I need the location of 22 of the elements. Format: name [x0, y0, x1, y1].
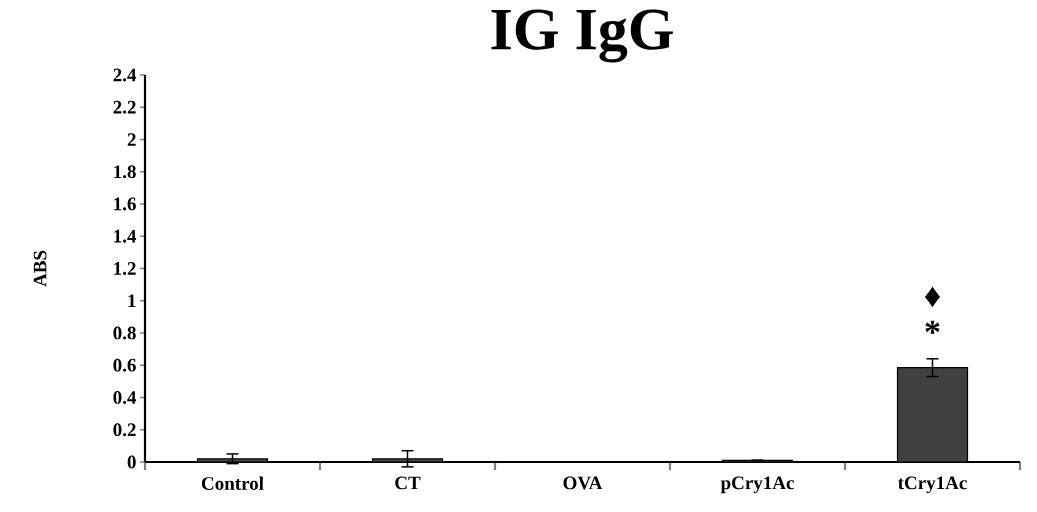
- x-tick-label: Control: [201, 476, 264, 490]
- annotation: *: [925, 320, 940, 334]
- y-tick-label: 1.2: [114, 262, 136, 275]
- x-tick-label: CT: [395, 476, 421, 490]
- y-tick-label: 1.8: [114, 165, 136, 179]
- x-tick-label: OVA: [563, 476, 603, 490]
- y-tick-label: 0.8: [113, 326, 136, 340]
- x-tick-label: pCry1Ac: [720, 476, 794, 494]
- chart-title: IG IgG: [491, 9, 673, 63]
- x-tick-label: tCry1Ac: [898, 476, 967, 494]
- y-tick-label: 1.4: [114, 229, 137, 243]
- y-tick-label: 2: [127, 133, 136, 146]
- y-tick-label: 0: [127, 455, 136, 469]
- annotation: ♦: [924, 286, 941, 308]
- y-tick-label: 0.2: [113, 423, 136, 437]
- y-tick-label: 2.4: [113, 68, 137, 82]
- y-tick-label: 1.6: [114, 197, 136, 211]
- y-tick-label: 0.6: [113, 358, 136, 372]
- y-axis-title: ABS: [33, 250, 47, 287]
- y-tick-label: 0.4: [113, 391, 137, 404]
- y-tick-label: 1: [128, 294, 136, 308]
- y-tick-label: 2.2: [113, 100, 136, 114]
